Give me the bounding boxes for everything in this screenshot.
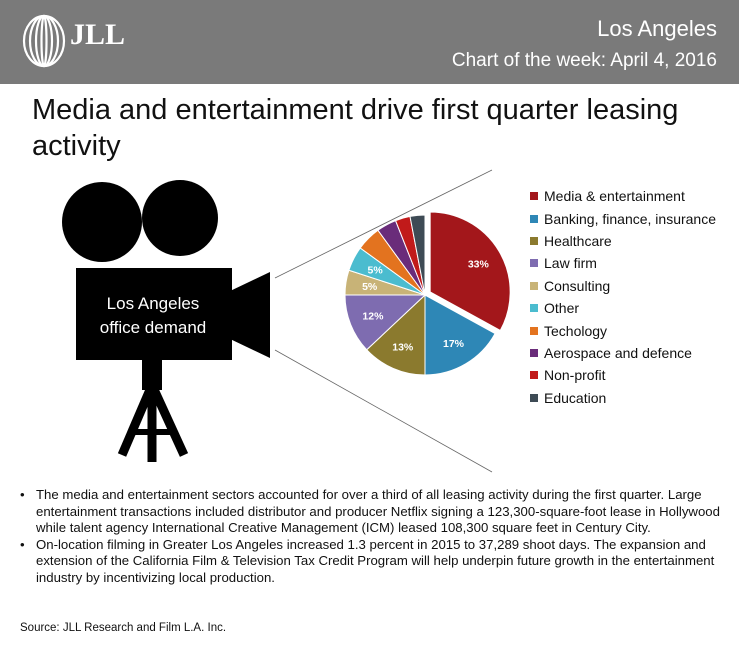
bullet-item: • On-location filming in Greater Los Ang…	[20, 537, 725, 587]
legend-label: Healthcare	[544, 233, 612, 249]
legend-label: Consulting	[544, 278, 610, 294]
chart-legend: Media & entertainment Banking, finance, i…	[530, 185, 739, 409]
page-title: Media and entertainment drive first quar…	[32, 92, 722, 164]
legend-item: Education	[530, 387, 739, 409]
legend-label: Media & entertainment	[544, 188, 685, 204]
bullet-dot-icon: •	[20, 537, 36, 587]
pie-data-label-0: 33%	[468, 258, 490, 270]
legend-swatch	[530, 304, 538, 312]
legend-swatch	[530, 259, 538, 267]
legend-item: Other	[530, 297, 739, 319]
pie-data-label-3: 12%	[362, 311, 384, 323]
bullet-text: The media and entertainment sectors acco…	[36, 487, 725, 537]
pie-data-label-4: 5%	[362, 281, 378, 293]
header-bar: JLL Los Angeles Chart of the week: April…	[0, 0, 739, 84]
pie-data-label-1: 17%	[443, 338, 465, 350]
pie-data-label-5: 5%	[368, 265, 384, 277]
legend-label: Aerospace and defence	[544, 345, 692, 361]
legend-label: Banking, finance, insurance	[544, 211, 716, 227]
legend-item: Media & entertainment	[530, 185, 739, 207]
legend-label: Other	[544, 300, 579, 316]
header-city: Los Angeles	[597, 16, 717, 42]
bullet-list: • The media and entertainment sectors ac…	[20, 487, 725, 586]
brand-name: JLL	[70, 18, 125, 52]
legend-item: Law firm	[530, 252, 739, 274]
header-subtitle: Chart of the week: April 4, 2016	[452, 50, 717, 72]
legend-label: Law firm	[544, 255, 597, 271]
legend-item: Banking, finance, insurance	[530, 207, 739, 229]
legend-item: Non-profit	[530, 364, 739, 386]
camera-label: Los Angeles office demand	[78, 292, 228, 340]
legend-label: Education	[544, 390, 606, 406]
legend-swatch	[530, 349, 538, 357]
bullet-dot-icon: •	[20, 487, 36, 537]
bullet-text: On-location filming in Greater Los Angel…	[36, 537, 725, 587]
bullet-item: • The media and entertainment sectors ac…	[20, 487, 725, 537]
camera-label-line1: Los Angeles	[78, 292, 228, 316]
legend-item: Aerospace and defence	[530, 342, 739, 364]
legend-swatch	[530, 237, 538, 245]
legend-swatch	[530, 327, 538, 335]
legend-swatch	[530, 192, 538, 200]
pie-data-label-2: 13%	[392, 341, 414, 353]
legend-item: Consulting	[530, 275, 739, 297]
pie-chart: 33% 17% 13% 12% 5% 5%	[335, 210, 515, 380]
legend-item: Healthcare	[530, 230, 739, 252]
camera-label-line2: office demand	[78, 316, 228, 340]
legend-swatch	[530, 282, 538, 290]
legend-swatch	[530, 215, 538, 223]
source-note: Source: JLL Research and Film L.A. Inc.	[20, 622, 226, 634]
legend-label: Techology	[544, 323, 607, 339]
legend-swatch	[530, 371, 538, 379]
legend-swatch	[530, 394, 538, 402]
legend-label: Non-profit	[544, 367, 605, 383]
legend-item: Techology	[530, 319, 739, 341]
